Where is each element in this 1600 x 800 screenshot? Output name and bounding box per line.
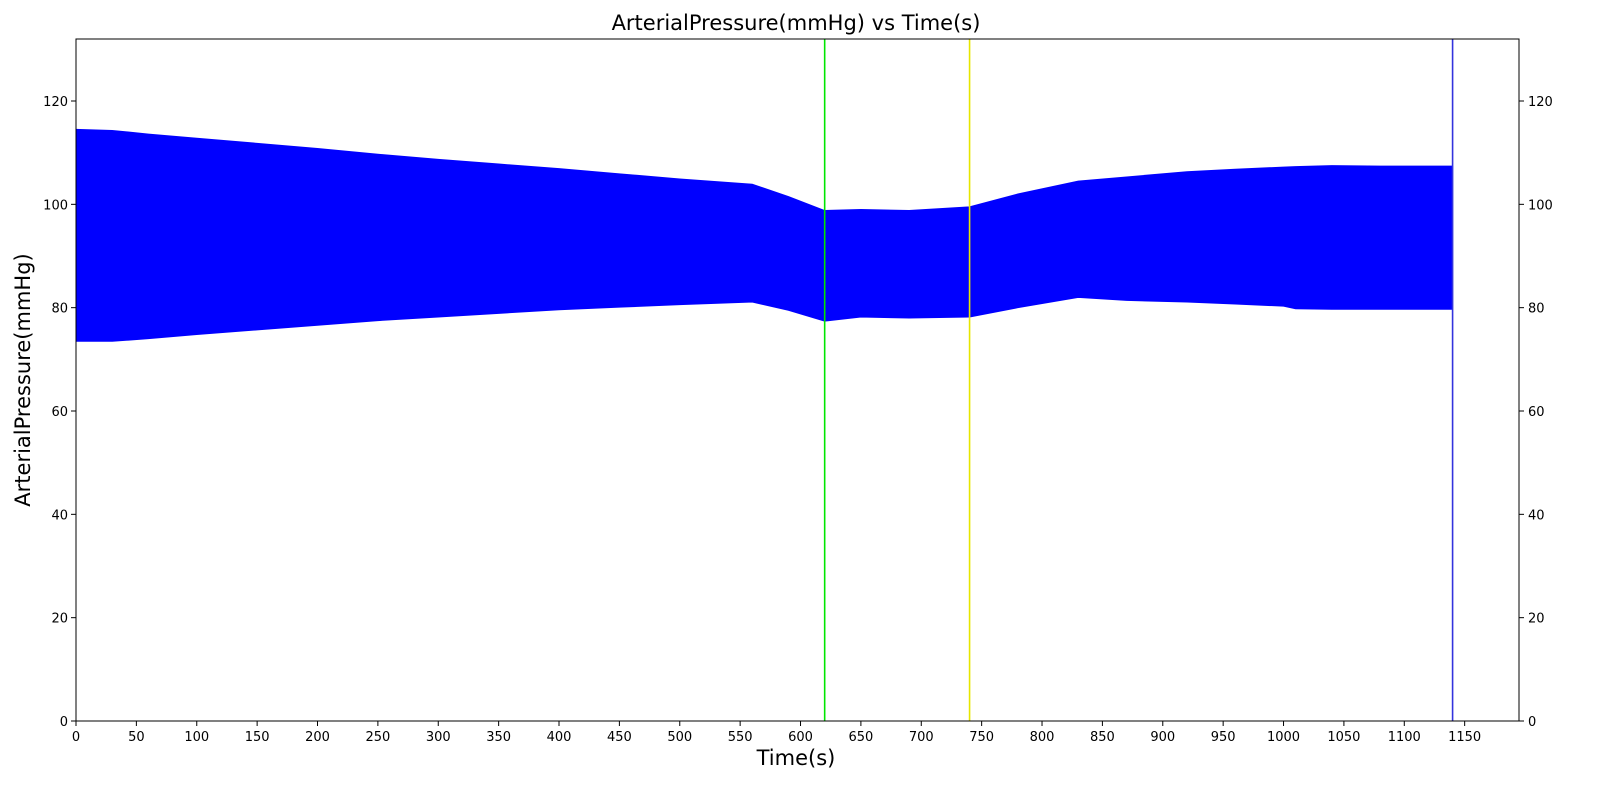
y-tick-label-right: 120 bbox=[1528, 95, 1553, 110]
x-tick-label: 600 bbox=[788, 730, 813, 745]
y-tick-label-right: 60 bbox=[1528, 405, 1545, 420]
x-tick-label: 700 bbox=[909, 730, 934, 745]
x-tick-label: 300 bbox=[426, 730, 451, 745]
y-tick-label-right: 40 bbox=[1528, 508, 1545, 523]
x-tick-label: 1000 bbox=[1267, 730, 1300, 745]
series-envelope-0 bbox=[75, 128, 1454, 342]
y-tick-label-right: 100 bbox=[1528, 198, 1553, 213]
y-tick-label-left: 0 bbox=[60, 715, 68, 730]
y-tick-label-left: 60 bbox=[51, 405, 68, 420]
y-tick-label-left: 20 bbox=[51, 612, 68, 627]
x-tick-label: 750 bbox=[969, 730, 994, 745]
chart-title: ArterialPressure(mmHg) vs Time(s) bbox=[612, 11, 981, 35]
x-tick-label: 150 bbox=[245, 730, 270, 745]
plot-area: 0 50 100 150 200 250 300 350 400 450 500 550 600 650 7… bbox=[43, 38, 1553, 745]
x-tick-label: 100 bbox=[184, 730, 209, 745]
x-tick-label: 900 bbox=[1150, 730, 1175, 745]
y-tick-label-left: 120 bbox=[43, 95, 68, 110]
y-tick-label-right: 20 bbox=[1528, 612, 1545, 627]
y-tick-label-left: 80 bbox=[51, 302, 68, 317]
x-axis-title: Time(s) bbox=[756, 746, 836, 770]
x-tick-label: 0 bbox=[72, 730, 80, 745]
x-tick-label: 450 bbox=[607, 730, 632, 745]
x-tick-label: 950 bbox=[1211, 730, 1236, 745]
x-tick-label: 50 bbox=[128, 730, 145, 745]
y-axis-title: ArterialPressure(mmHg) bbox=[11, 253, 35, 506]
x-tick-label: 250 bbox=[365, 730, 390, 745]
x-tick-label: 1050 bbox=[1327, 730, 1360, 745]
x-tick-label: 1100 bbox=[1388, 730, 1421, 745]
y-tick-label-left: 100 bbox=[43, 198, 68, 213]
x-tick-label: 850 bbox=[1090, 730, 1115, 745]
y-tick-label-right: 80 bbox=[1528, 302, 1545, 317]
x-tick-label: 200 bbox=[305, 730, 330, 745]
plot-frame bbox=[75, 38, 1520, 722]
x-tick-label: 350 bbox=[486, 730, 511, 745]
y-tick-label-right: 0 bbox=[1528, 715, 1536, 730]
x-tick-label: 1150 bbox=[1448, 730, 1481, 745]
x-tick-label: 650 bbox=[848, 730, 873, 745]
x-tick-label: 400 bbox=[547, 730, 572, 745]
x-tick-label: 800 bbox=[1030, 730, 1055, 745]
x-tick-label: 550 bbox=[728, 730, 753, 745]
x-tick-label: 500 bbox=[667, 730, 692, 745]
y-tick-label-left: 40 bbox=[51, 508, 68, 523]
